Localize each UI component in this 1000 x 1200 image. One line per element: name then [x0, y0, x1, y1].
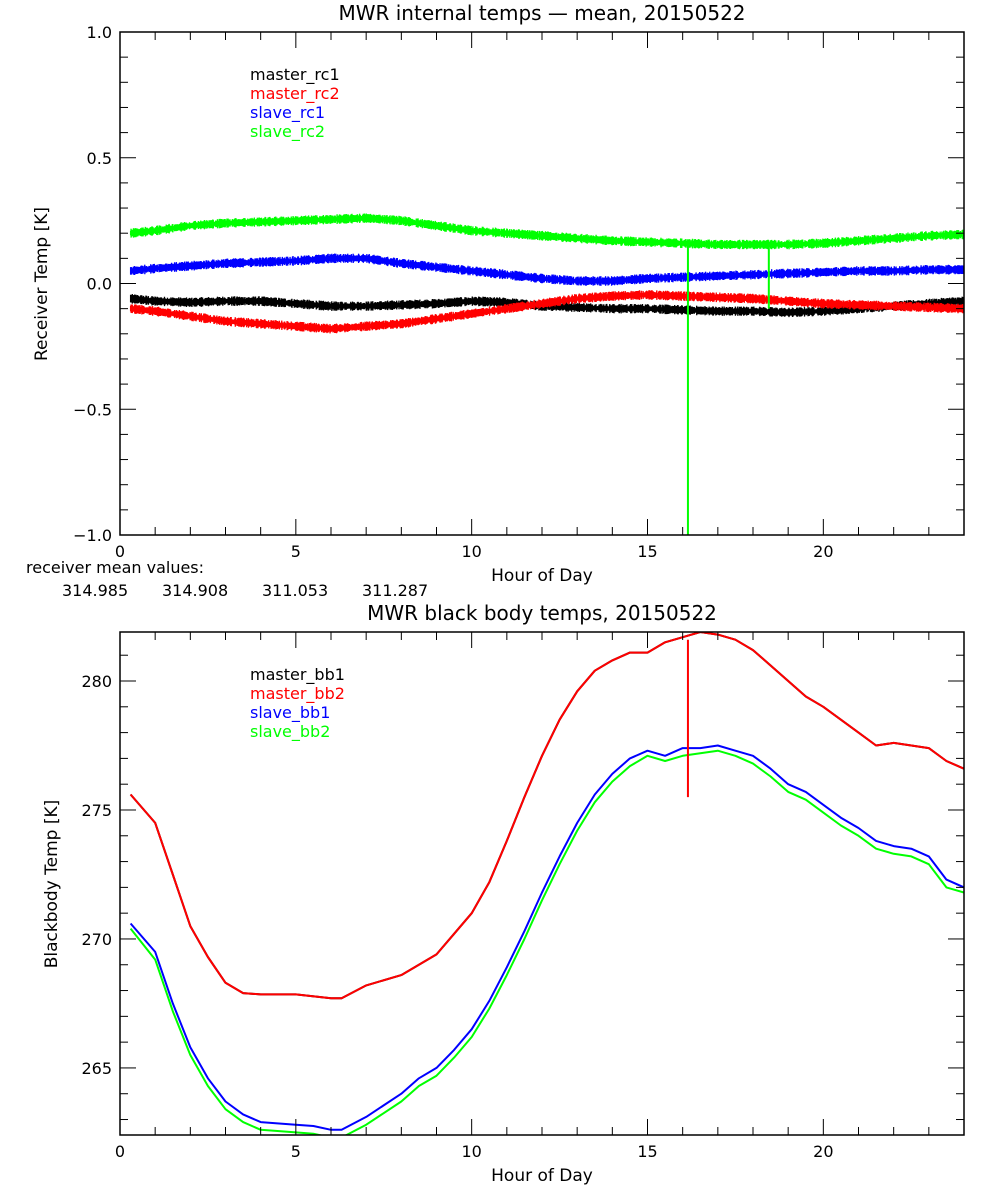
x-axis-label: Hour of Day: [491, 1166, 593, 1186]
receiver-mean-annotation: receiver mean values: 314.985 314.908 31…: [26, 558, 428, 600]
chart-internal-temps: MWR internal temps — mean, 20150522 0 5 10…: [26, 1, 965, 600]
legend: master_rc1 master_rc2 slave_rc1 slave_rc…: [250, 65, 340, 142]
mean-master-rc1: 314.985: [62, 581, 128, 600]
x-tick-label: 0: [115, 1142, 125, 1161]
receiver-mean-label: receiver mean values:: [26, 558, 204, 577]
y-axis-label: Blackbody Temp [K]: [42, 800, 62, 969]
legend-slave-bb2: slave_bb2: [250, 722, 330, 742]
mean-slave-rc2: 311.287: [362, 581, 428, 600]
chart-blackbody-temps: MWR black body temps, 20150522 0 5 10 15 20 2…: [42, 601, 965, 1186]
x-tick-label: 5: [291, 1142, 301, 1161]
x-tick-label: 10: [461, 542, 481, 561]
plot-frame: [119, 31, 965, 536]
legend-slave-rc1: slave_rc1: [250, 103, 325, 123]
plot-area: [129, 213, 964, 535]
chart-title: MWR black body temps, 20150522: [367, 601, 717, 625]
plot-area: [129, 632, 964, 1135]
x-tick-label: 10: [461, 1142, 481, 1161]
legend-slave-rc2: slave_rc2: [250, 122, 325, 142]
x-tick-label: 5: [291, 542, 301, 561]
legend: master_bb1 master_bb2 slave_bb1 slave_bb…: [250, 665, 345, 742]
legend-master-rc1: master_rc1: [250, 65, 340, 85]
series-slave-rc2: [129, 213, 964, 250]
mean-slave-rc1: 311.053: [262, 581, 328, 600]
legend-slave-bb1: slave_bb1: [250, 703, 330, 723]
x-tick-label: 15: [637, 542, 657, 561]
x-axis-label: Hour of Day: [491, 566, 593, 586]
y-tick-label: 0.5: [87, 149, 112, 168]
series-slave-bb2: [129, 749, 964, 1135]
y-tick-label: 280: [81, 672, 112, 691]
series-master-rc2: [129, 290, 964, 334]
y-tick-label: 1.0: [87, 23, 112, 42]
axis-ticks: 0 5 10 15 20 265 270 275 280: [81, 632, 965, 1161]
chart-title: MWR internal temps — mean, 20150522: [338, 1, 745, 25]
y-tick-label: 0.0: [87, 275, 112, 294]
x-tick-label: 20: [813, 542, 833, 561]
x-tick-label: 15: [637, 1142, 657, 1161]
plot-frame: [119, 631, 965, 1136]
series-slave-bb1: [129, 744, 964, 1131]
y-tick-label: 270: [81, 930, 112, 949]
series-master-bb2: [129, 632, 964, 1000]
y-tick-label: 275: [81, 801, 112, 820]
legend-master-bb1: master_bb1: [250, 665, 345, 685]
y-axis-label: Receiver Temp [K]: [32, 207, 52, 361]
series-slave-rc1: [129, 253, 964, 286]
y-tick-label: −1.0: [73, 526, 112, 545]
mean-master-rc2: 314.908: [162, 581, 228, 600]
legend-master-rc2: master_rc2: [250, 84, 340, 104]
axis-ticks: 0 5 10 15 20 −1.0 −0.5 0.0 0.5 1.0: [73, 23, 965, 561]
legend-master-bb2: master_bb2: [250, 684, 345, 704]
x-tick-label: 20: [813, 1142, 833, 1161]
y-tick-label: −0.5: [73, 400, 112, 419]
x-tick-label: 0: [115, 542, 125, 561]
y-tick-label: 265: [81, 1059, 112, 1078]
